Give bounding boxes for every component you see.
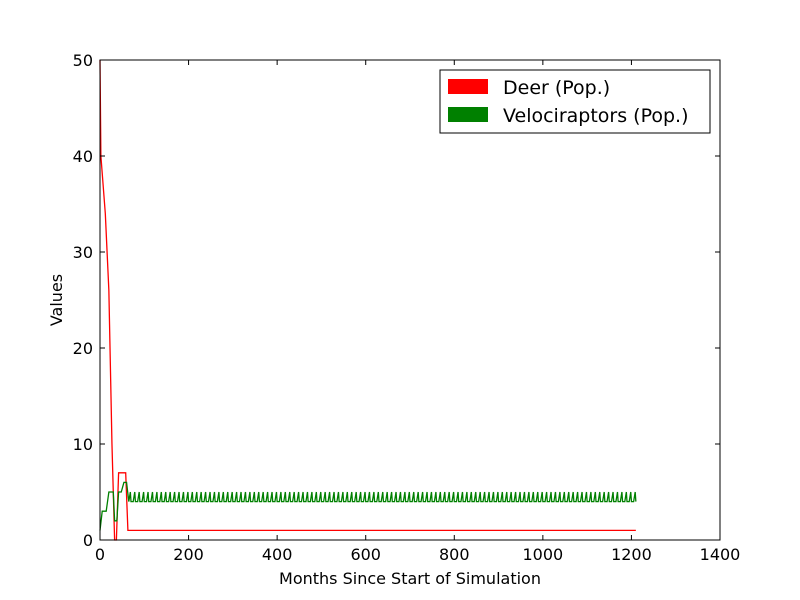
x-tick-label: 800	[439, 545, 470, 564]
legend-label-velociraptors: Velociraptors (Pop.)	[503, 105, 689, 127]
legend-swatch-velociraptors	[448, 107, 488, 122]
x-tick-label: 0	[95, 545, 105, 564]
legend-swatch-deer	[448, 79, 488, 94]
x-tick-label: 1000	[522, 545, 563, 564]
tick-label-layer: 0 200 400 600 800 1000 1200 1400 0 10 20 30 40 50	[73, 51, 741, 564]
y-axis-title: Values	[47, 274, 66, 326]
y-tick-label: 10	[73, 435, 93, 454]
x-tick-label: 400	[262, 545, 293, 564]
x-tick-label: 1200	[611, 545, 652, 564]
y-tick-label: 50	[73, 51, 93, 70]
legend: Deer (Pop.) Velociraptors (Pop.)	[439, 69, 711, 134]
x-tick-label: 1400	[700, 545, 741, 564]
y-tick-label: 30	[73, 243, 93, 262]
y-tick-label: 20	[73, 339, 93, 358]
series-line-velociraptors	[99, 481, 637, 531]
x-tick-label: 600	[350, 545, 381, 564]
x-tick-label: 200	[173, 545, 204, 564]
y-tick-label: 0	[83, 531, 93, 550]
x-axis-title: Months Since Start of Simulation	[279, 569, 541, 588]
legend-label-deer: Deer (Pop.)	[503, 77, 610, 99]
plot-frame	[99, 59, 721, 541]
y-tick-label: 40	[73, 147, 93, 166]
